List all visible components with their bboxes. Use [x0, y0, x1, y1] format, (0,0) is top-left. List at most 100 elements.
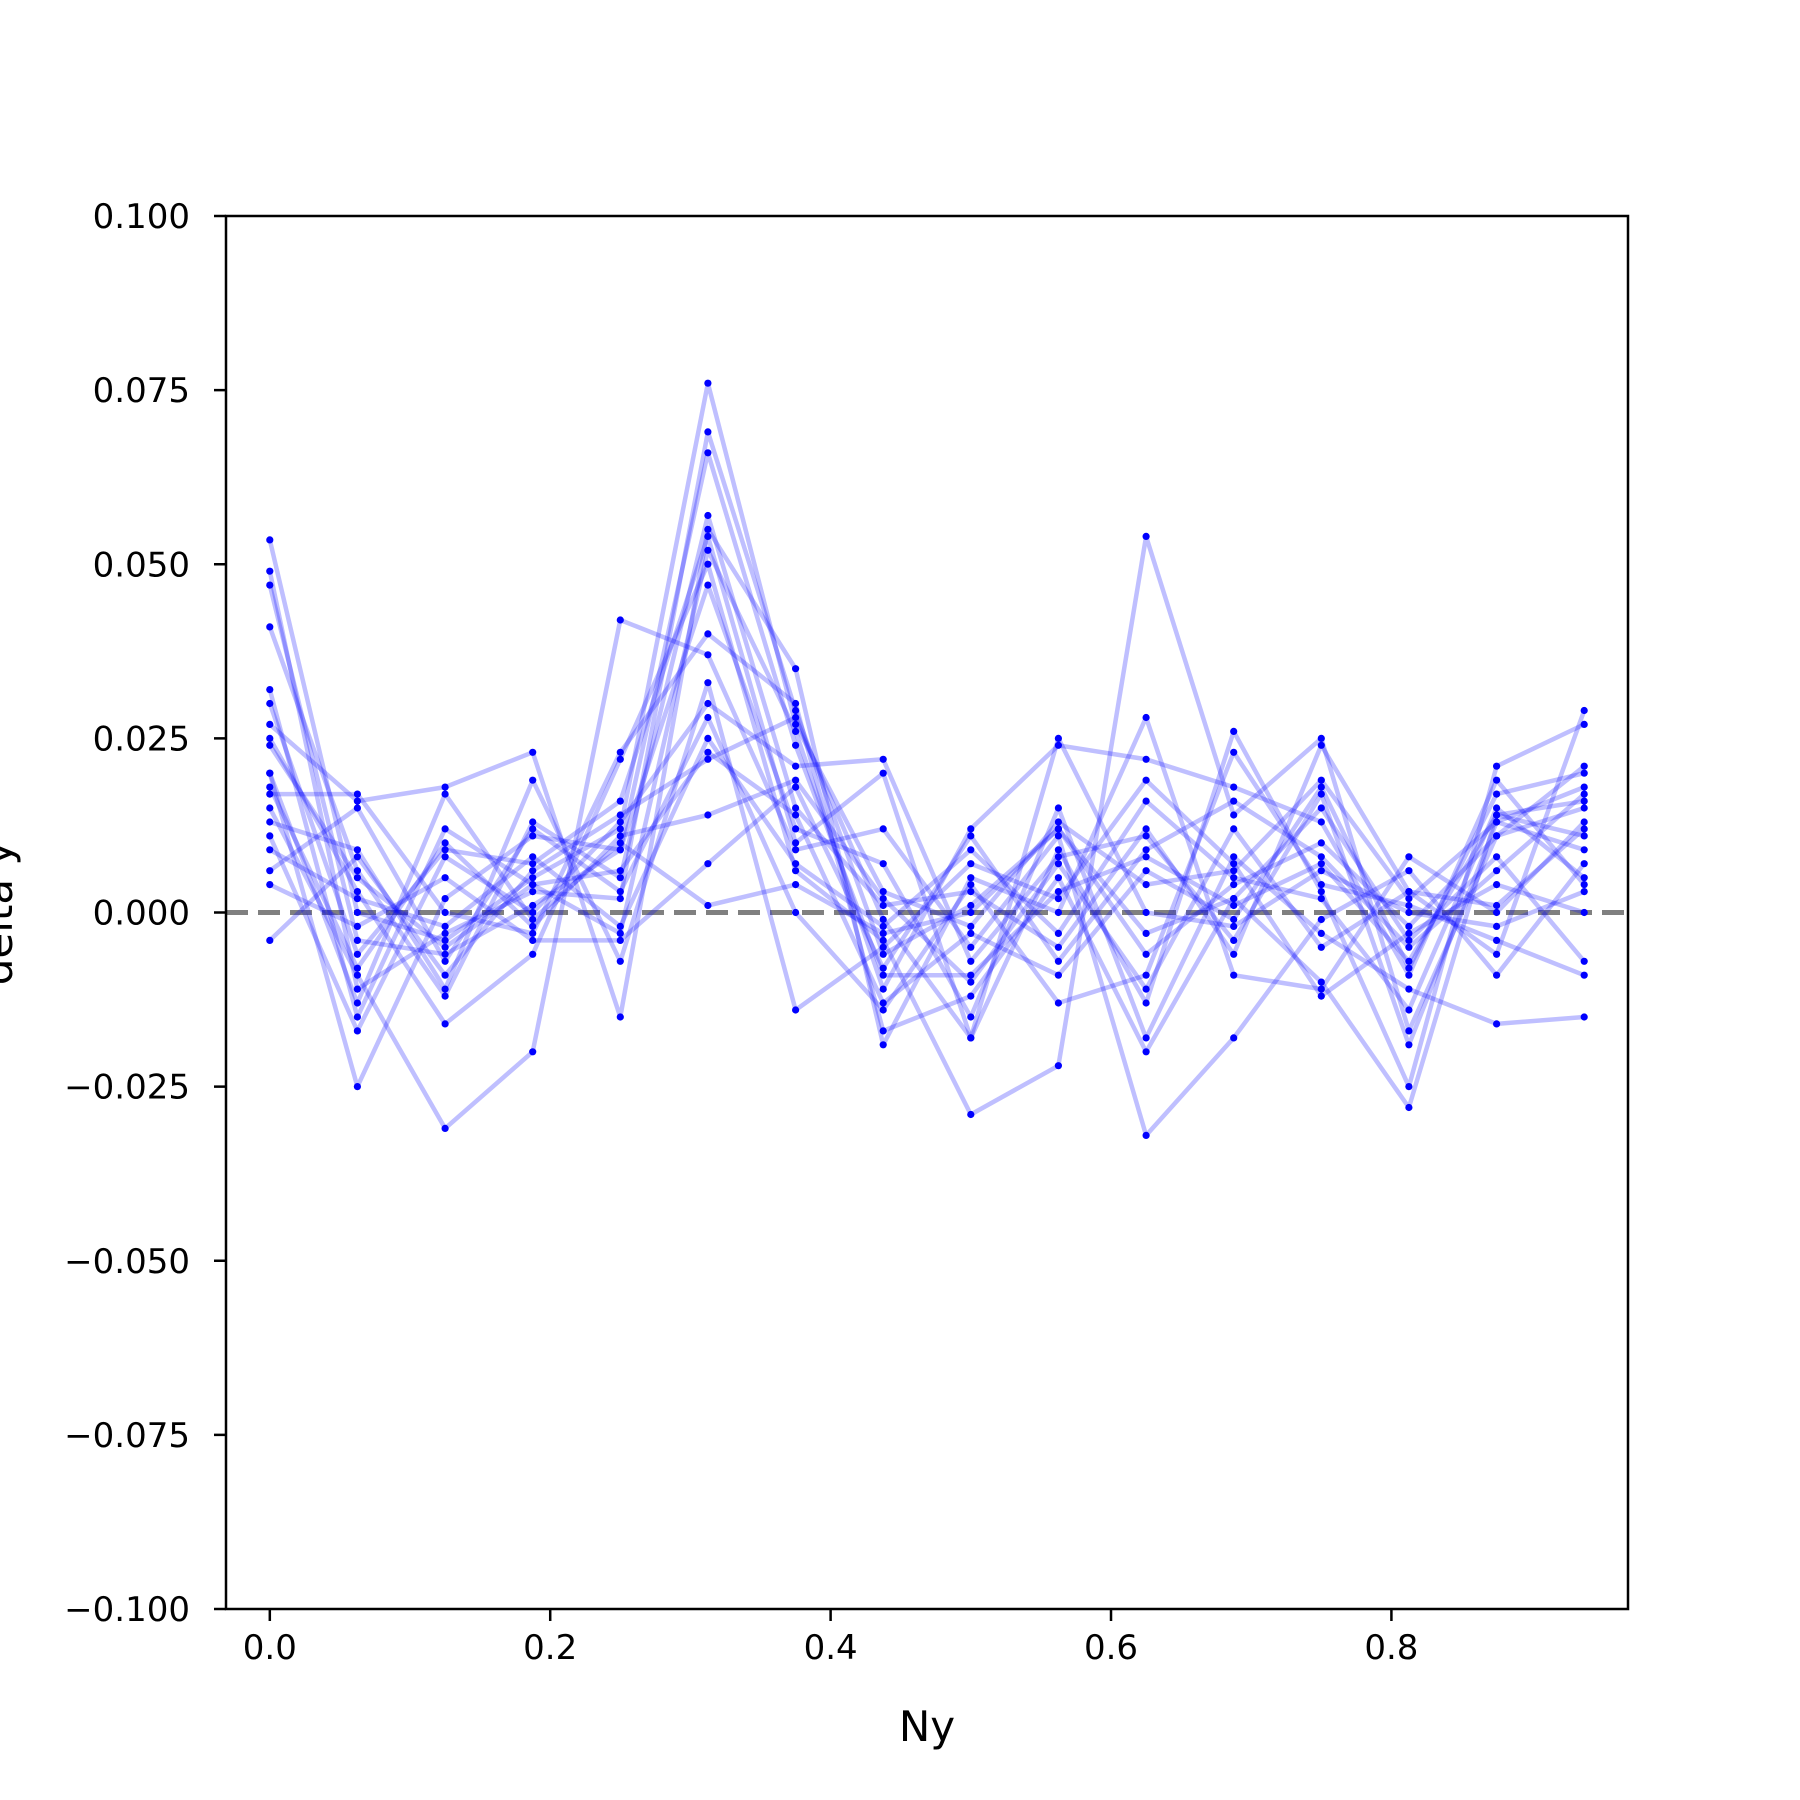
series-16-point-5: [616, 811, 624, 819]
series-11-point-2: [353, 971, 361, 979]
series-8-point-7: [792, 867, 800, 875]
series-4-point-9: [967, 888, 975, 896]
series-17-point-1: [266, 769, 274, 777]
series-17-point-10: [1054, 825, 1062, 833]
series-17-point-13: [1317, 804, 1325, 812]
series-20-point-7: [792, 860, 800, 868]
series-11-point-3: [441, 1124, 449, 1132]
series-13-point-3: [441, 853, 449, 861]
series-11-point-14: [1405, 867, 1413, 875]
series-16-point-2: [353, 853, 361, 861]
series-16-point-12: [1230, 922, 1238, 931]
series-5-point-14: [1405, 971, 1413, 979]
series-8-point-3: [441, 1020, 449, 1028]
series-7-point-12: [1230, 971, 1238, 979]
series-8-point-9: [967, 1110, 975, 1119]
series-8-point-1: [266, 734, 274, 743]
series-18-point-1: [266, 741, 274, 749]
series-16-point-11: [1142, 908, 1150, 917]
series-7-point-1: [266, 720, 274, 729]
series-15-point-1: [266, 881, 274, 889]
series-4-point-1: [266, 623, 274, 631]
series-12-line: [269, 680, 1585, 1013]
series-7-line: [268, 527, 1586, 1048]
series-layer: [266, 379, 1588, 1139]
ticks-layer: 0.0 0.2 0.4 0.6 0.8 −0.100 −0.075 −0.050 −0.025 0…: [64, 197, 1418, 1668]
series-17-point-6: [704, 901, 712, 910]
series-17-point-16: [1580, 957, 1588, 965]
series-18-point-12: [1230, 915, 1238, 924]
series-4-point-13: [1317, 741, 1325, 749]
series-2-point-8: [879, 950, 887, 958]
series-14-point-15: [1493, 936, 1501, 945]
series-3-point-13: [1317, 860, 1325, 868]
series-11-point-10: [1054, 832, 1062, 840]
series-14-point-16: [1580, 971, 1588, 979]
series-9-point-7: [792, 825, 800, 833]
series-5-point-15: [1493, 776, 1501, 784]
series-13: [266, 699, 1588, 1049]
series-19-point-3: [441, 839, 449, 847]
series-15-point-6: [704, 860, 712, 868]
series-20-point-15: [1493, 804, 1501, 812]
series-19: [266, 776, 1588, 993]
series-11-point-11: [1142, 1131, 1150, 1139]
series-5-point-16: [1580, 881, 1588, 889]
series-1-point-6: [704, 379, 712, 387]
series-12: [266, 679, 1588, 1014]
series-14-point-1: [266, 867, 274, 875]
x-tick-label-2: 0.2: [523, 1628, 577, 1668]
series-4-point-4: [529, 818, 537, 826]
series-11-point-8: [879, 825, 887, 833]
series-15: [266, 783, 1588, 972]
series-11-point-12: [1230, 1034, 1238, 1042]
series-3-point-12: [1230, 901, 1238, 910]
series-4-point-3: [441, 992, 449, 1000]
series-18-point-4: [529, 881, 537, 889]
series-15-line: [268, 784, 1586, 971]
series-3-point-4: [529, 901, 537, 910]
series-17-line: [267, 772, 1586, 1006]
series-8-point-14: [1405, 1027, 1413, 1035]
series-6-point-12: [1230, 727, 1238, 736]
series-19-point-10: [1054, 860, 1062, 868]
series-17-point-14: [1405, 936, 1413, 945]
series-15-point-11: [1142, 846, 1150, 854]
series-12-point-12: [1230, 860, 1238, 868]
series-19-point-15: [1493, 901, 1501, 910]
series-10-point-14: [1405, 1103, 1413, 1112]
series-16-point-16: [1580, 888, 1588, 896]
series-2-point-6: [704, 428, 712, 436]
series-15-point-14: [1405, 943, 1413, 951]
series-20-point-9: [967, 846, 975, 854]
series-7: [266, 525, 1588, 1049]
series-14-point-8: [879, 1006, 887, 1014]
series-10-point-9: [967, 992, 975, 1000]
series-2-point-16: [1580, 804, 1588, 812]
series-4-point-12: [1230, 950, 1238, 958]
series-2-point-2: [353, 985, 361, 993]
series-2-line: [267, 429, 1585, 992]
series-20-point-1: [266, 846, 274, 854]
series-20-point-11: [1142, 797, 1150, 805]
series-14-point-5: [616, 888, 624, 896]
series-15-point-10: [1054, 957, 1062, 965]
series-13-point-11: [1142, 832, 1150, 840]
series-11: [266, 616, 1588, 1139]
series-10-point-3: [441, 908, 449, 917]
series-19-point-8: [879, 895, 887, 903]
series-13-point-2: [353, 1027, 361, 1035]
series-18-point-9: [967, 929, 975, 938]
series-15-point-3: [441, 874, 449, 882]
series-6-point-4: [529, 860, 537, 868]
series-2-point-4: [529, 888, 537, 896]
series-6-point-7: [792, 839, 800, 847]
series-1-point-14: [1405, 895, 1413, 903]
series-1-point-12: [1230, 867, 1238, 875]
series-12-point-5: [616, 957, 624, 965]
series-4-point-6: [704, 511, 712, 520]
series-18-point-5: [616, 867, 624, 875]
series-16-point-6: [704, 755, 712, 763]
series-20: [266, 734, 1588, 1014]
series-12-point-8: [879, 943, 887, 951]
